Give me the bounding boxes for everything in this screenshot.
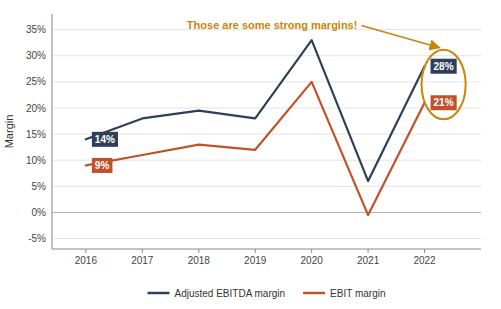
chart: -5% 0% 5% 10% 15% 20% 25% 30% 35% 2016 2017 2018 201… [0,0,501,309]
y-tick-label: 20% [26,103,46,114]
y-tick-label: 5% [32,181,47,192]
y-tick-label: -5% [28,233,46,244]
value-label-box [431,59,457,74]
x-tick-label: 2019 [244,255,267,266]
value-label-text: 9% [95,160,110,171]
y-axis-line [52,14,53,249]
highlight-ellipse [422,50,466,120]
value-label: 9% [92,158,113,173]
x-tick-label: 2016 [75,255,98,266]
x-tick [198,249,199,253]
value-label-text: 14% [95,134,115,145]
x-tick [424,249,425,253]
value-label-box [92,132,118,147]
x-tick-label: 2020 [301,255,324,266]
legend-swatch [148,292,170,295]
grid-line [52,238,481,239]
x-tick [311,249,312,253]
grid-line [52,55,481,56]
x-tick-label: 2017 [131,255,154,266]
grid-line [52,212,481,213]
y-tick-label: 30% [26,50,46,61]
x-tick [142,249,143,253]
x-tick [368,249,369,253]
grid-line [52,108,481,109]
value-label-text: 21% [434,97,454,108]
callout-arrow [361,25,439,47]
series-line [86,40,425,181]
legend-label: Adjusted EBITDA margin [175,288,286,299]
y-tick-label: 10% [26,155,46,166]
x-tick-label: 2022 [413,255,436,266]
y-tick-label: 0% [32,207,47,218]
x-tick-label: 2021 [357,255,380,266]
legend: Adjusted EBITDA margin EBIT margin [148,288,386,299]
legend-label: EBIT margin [330,288,385,299]
y-tick-label: 35% [26,24,46,35]
value-label: 21% [431,95,457,110]
callout-text: Those are some strong margins! [187,19,358,31]
series-line [86,82,425,215]
legend-swatch [303,292,325,295]
value-label: 14% [92,132,118,147]
y-tick-label: 15% [26,129,46,140]
grid-line [52,186,481,187]
value-label-text: 28% [434,61,454,72]
x-axis-line [52,249,481,250]
x-tick [85,249,86,253]
x-tick [255,249,256,253]
y-tick-label: 25% [26,76,46,87]
x-tick-label: 2018 [188,255,211,266]
value-label-box [92,158,113,173]
value-label: 28% [431,59,457,74]
plot-area [86,40,425,215]
y-axis-label: Margin [3,115,15,149]
value-label-box [431,95,457,110]
